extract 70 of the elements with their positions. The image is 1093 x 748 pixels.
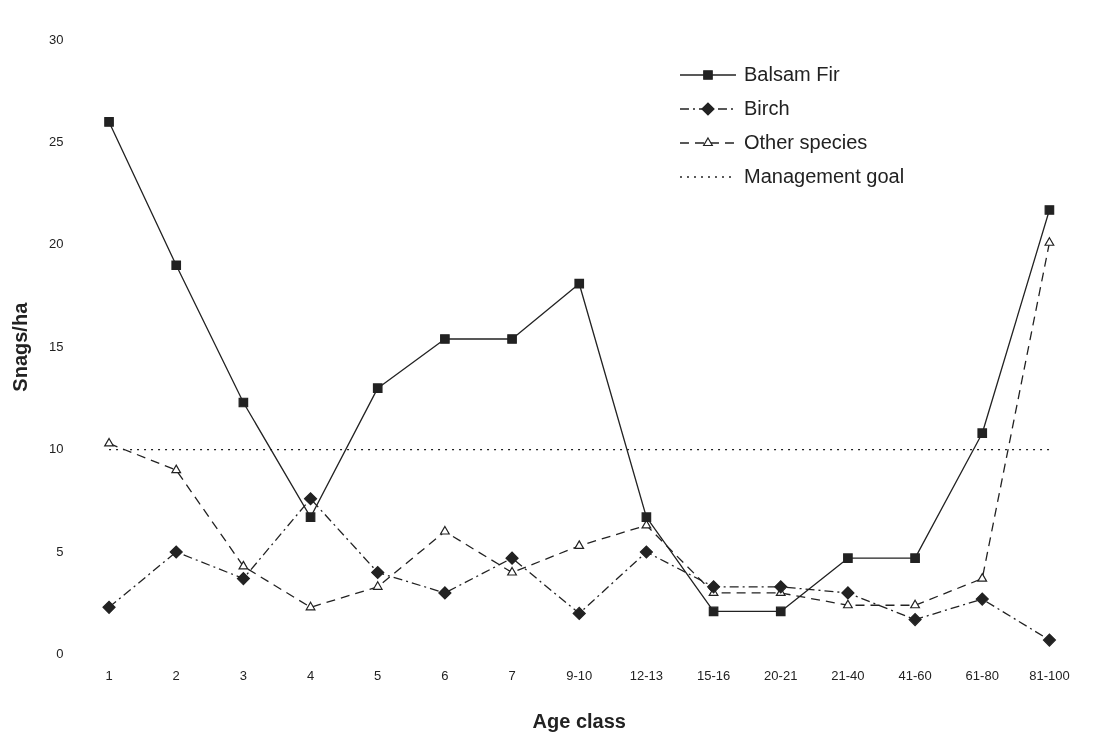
point: [104, 437, 114, 447]
x-tick-label: 20-21: [764, 667, 798, 683]
point: [908, 612, 922, 627]
point: [104, 117, 114, 127]
point: [639, 545, 653, 559]
x-tick-label: 21-40: [831, 667, 865, 683]
point: [371, 565, 385, 580]
point: [708, 606, 719, 617]
point: [507, 334, 517, 344]
point: [238, 560, 249, 570]
point: [171, 464, 182, 474]
x-tick-label: 7: [508, 667, 516, 683]
y-tick-label: 15: [48, 338, 64, 354]
y-tick-label: 25: [48, 133, 64, 149]
point: [842, 599, 853, 609]
point: [439, 525, 450, 535]
point: [910, 553, 920, 563]
point: [574, 278, 585, 289]
y-tick-label: 30: [48, 31, 64, 47]
point: [440, 334, 450, 344]
point: [505, 551, 519, 565]
point: [169, 545, 183, 559]
point: [102, 600, 116, 614]
x-tick-label: 9-10: [566, 667, 593, 683]
point: [841, 586, 855, 600]
point: [910, 599, 921, 609]
x-tick-label: 41-60: [898, 667, 932, 683]
point: [977, 428, 988, 439]
point: [706, 580, 721, 594]
x-tick-label: 6: [441, 667, 449, 683]
x-tick-label: 4: [306, 667, 315, 683]
point: [1044, 205, 1055, 215]
y-tick-label: 20: [48, 236, 64, 252]
point: [303, 492, 318, 506]
x-tick-label: 12-13: [629, 667, 664, 683]
point: [574, 540, 585, 549]
point: [438, 586, 452, 600]
point: [641, 512, 652, 523]
point: [171, 260, 182, 271]
point: [975, 592, 989, 606]
x-tick-label: 3: [239, 667, 247, 683]
x-tick-label: 2: [172, 667, 180, 683]
point: [572, 606, 586, 621]
point: [372, 383, 383, 393]
point: [1044, 237, 1055, 246]
point: [1042, 633, 1057, 647]
x-tick-label: 5: [374, 667, 382, 683]
legend-label: Birch: [743, 96, 790, 119]
x-tick-label: 15-16: [696, 667, 731, 683]
y-tick-label: 0: [56, 645, 64, 661]
point: [774, 580, 788, 594]
x-tick-label: 81-100: [1029, 667, 1070, 683]
point: [977, 573, 988, 582]
point: [238, 397, 249, 408]
point: [372, 581, 383, 590]
y-tick-label: 10: [48, 441, 64, 457]
y-tick-label: 5: [56, 543, 64, 559]
point: [305, 512, 316, 523]
point: [507, 566, 517, 576]
legend-label: Balsam Fir: [743, 62, 840, 85]
x-tick-label: 61-80: [965, 667, 999, 683]
point: [236, 572, 250, 586]
y-axis-title: Snags/ha: [8, 301, 31, 392]
legend-label: Management goal: [743, 164, 905, 187]
point: [775, 606, 786, 617]
point: [305, 601, 316, 611]
x-tick-label: 1: [105, 667, 113, 683]
legend-label: Other species: [743, 130, 868, 153]
point: [843, 553, 853, 563]
x-axis-title: Age class: [532, 709, 626, 732]
